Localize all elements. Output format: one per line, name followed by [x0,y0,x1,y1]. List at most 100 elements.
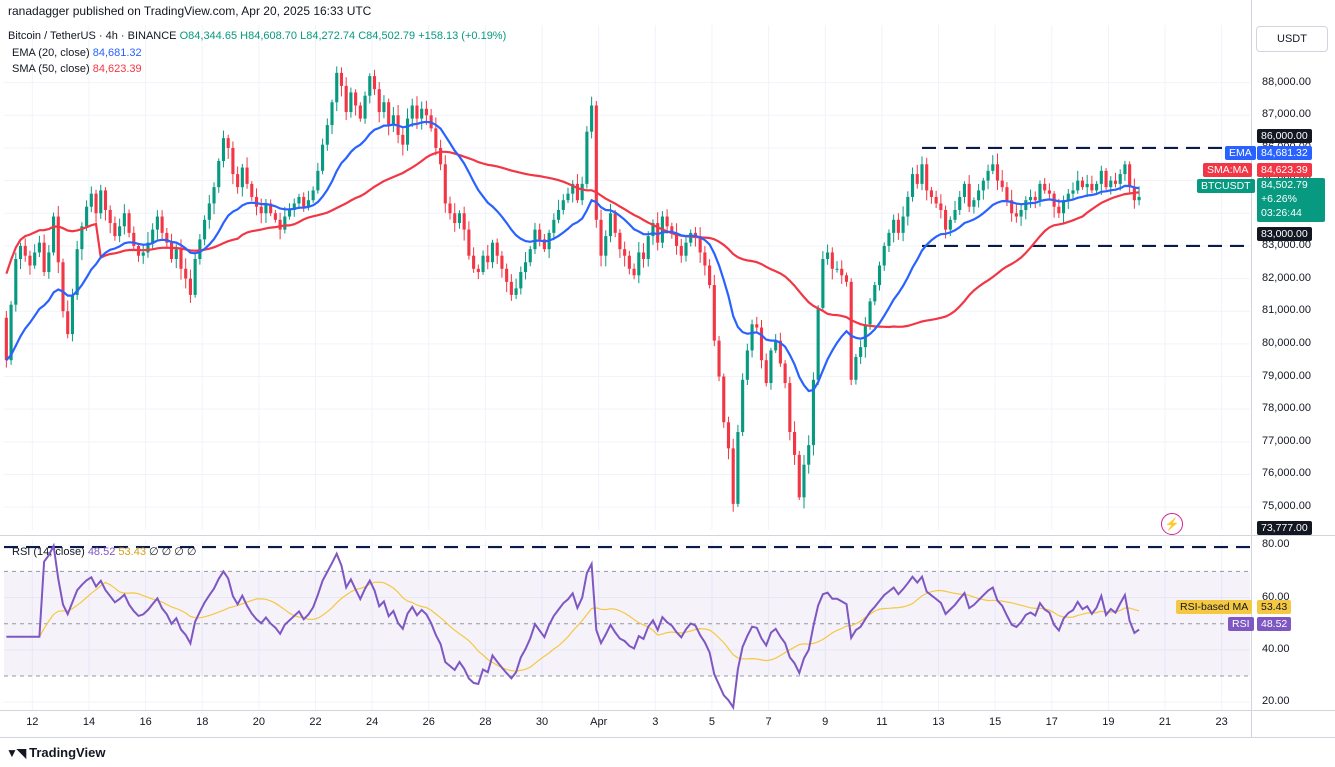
candle-series [4,66,1141,512]
candle-body [103,190,108,210]
legend-ema[interactable]: EMA (20, close) 84,681.32 [12,47,142,59]
date-tick-label: 11 [876,716,888,728]
symbol-title[interactable]: Bitcoin / TetherUS · 4h · BINANCE [8,30,177,42]
symbol-tag-label: BTCUSDT [1197,179,1255,193]
date-tick-label: 14 [82,716,96,728]
candle-body [665,216,669,227]
candle-body [726,422,731,449]
bar-countdown: 03:26:44 [1261,207,1302,219]
candle-body [915,174,919,184]
rsi-tick-label: 40.00 [1262,642,1290,655]
price-tick-label: 88,000.00 [1262,75,1311,88]
candle-body [99,190,103,214]
candle-body [184,268,188,279]
sma-tag-label: SMA:MA [1203,163,1253,177]
candle-body [774,340,778,351]
candle-body [1099,170,1103,184]
currency-button[interactable]: USDT [1256,26,1328,52]
candle-body [500,255,504,269]
candle-body [995,164,1000,181]
candle-body [269,203,273,214]
candle-body [528,249,532,263]
candle-body [594,105,598,220]
candle-body [896,219,900,233]
candle-body [523,262,528,273]
candle-body [708,265,712,286]
symbol-price-tag: 84,502.79 +6.26% 03:26:44 [1257,178,1325,222]
candle-body [580,183,584,201]
candle-body [80,226,84,250]
candle-body [165,232,169,243]
candle-body [1010,200,1014,214]
legend-rsi[interactable]: RSI (14, close) 48.52 53.43 ∅ ∅ ∅ ∅ [12,545,197,558]
candle-body [94,193,98,214]
candle-body [826,252,830,259]
rsi-panel [4,570,1250,677]
date-tick-label: 26 [422,716,435,728]
lightning-icon[interactable]: ⚡ [1161,513,1183,535]
candle-body [1113,180,1118,184]
candle-body [335,72,339,103]
candle-body [1080,180,1085,188]
candle-body [226,138,230,148]
ema-line [5,120,1140,393]
rsi-tick-label: 20.00 [1262,695,1290,708]
candle-body [51,216,56,253]
candle-body [495,242,499,256]
candle-body [863,324,867,348]
candle-body [868,301,872,325]
date-tick-label: 22 [309,716,322,728]
axes [0,0,1335,738]
candle-body [679,245,683,256]
candle-body [245,167,249,184]
candle-body [122,213,126,227]
candle-body [656,223,660,243]
candle-body [264,203,268,214]
candle-body [972,200,976,207]
price-tick-label: 77,000.00 [1262,434,1311,447]
candle-body [561,200,565,210]
candle-body [1066,193,1070,201]
candle-body [1062,200,1066,214]
candle-body [627,255,631,269]
legend-main: Bitcoin / TetherUS · 4h · BINANCE O84,34… [8,30,506,42]
tradingview-logo[interactable]: ▼◥ TradingView [6,745,105,760]
candle-body [56,216,60,263]
candle-body [325,125,329,145]
candle-body [618,232,622,250]
candle-body [354,92,358,106]
candle-body [311,190,315,201]
candle-body [481,255,485,273]
candle-body [962,183,967,197]
candle-body [108,210,112,224]
candle-body [717,340,721,377]
candle-body [967,183,971,207]
candle-body [807,445,811,465]
candle-body [33,252,37,266]
candle-body [18,245,23,259]
candle-body [443,164,447,204]
rsi-ma-tag-label: RSI-based MA [1176,600,1253,614]
price-tick-label: 79,000.00 [1262,369,1311,382]
candle-body [920,164,924,184]
candle-body [887,232,891,246]
candle-body [637,252,641,276]
candle-body [363,95,367,119]
sma-legend-label: SMA (50, close) [12,63,90,75]
candle-body [1090,183,1094,191]
date-tick-label: 21 [1158,716,1172,728]
candle-body [292,203,296,210]
rsi-tag-value: 48.52 [1257,617,1292,631]
candle-body [278,219,282,230]
candle-body [604,236,608,256]
candle-body [127,213,131,233]
rsi-legend-label: RSI (14, close) [12,546,85,558]
candle-body [217,161,221,188]
candle-body [953,210,957,220]
candle-body [85,206,89,227]
candle-body [632,268,636,276]
candle-body [1028,196,1033,201]
legend-sma[interactable]: SMA (50, close) 84,623.39 [12,63,142,75]
candle-body [221,138,226,162]
